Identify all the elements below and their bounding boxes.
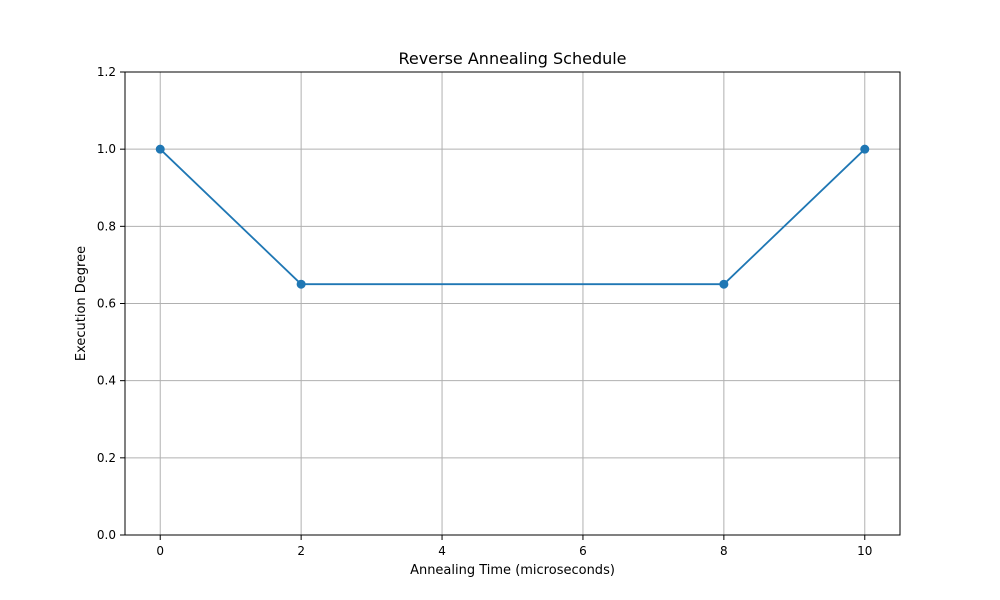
x-tick-label: 10	[857, 544, 872, 558]
y-tick-label: 1.2	[97, 65, 116, 79]
chart-title: Reverse Annealing Schedule	[398, 49, 626, 68]
data-point	[719, 279, 729, 289]
y-tick-label: 0.4	[97, 374, 116, 388]
data-point	[155, 144, 165, 154]
x-tick-label: 2	[297, 544, 305, 558]
data-point	[296, 279, 306, 289]
series-line	[159, 148, 866, 286]
x-tick-label: 8	[720, 544, 728, 558]
y-axis-label: Execution Degree	[74, 246, 89, 361]
series-layer	[155, 144, 870, 289]
y-tick-label: 0.2	[97, 451, 116, 465]
data-point	[860, 144, 870, 154]
y-tick-label: 1.0	[97, 142, 116, 156]
y-tick-label: 0.0	[97, 528, 116, 542]
y-tick-label: 0.6	[97, 297, 116, 311]
y-axis-ticks: 0.0 0.2 0.4 0.6 0.8 1.0 1.2	[97, 65, 125, 542]
y-tick-label: 0.8	[97, 219, 116, 233]
x-tick-label: 6	[579, 544, 587, 558]
x-axis-ticks: 0 2 4 6 8 10	[156, 535, 872, 558]
x-axis-label: Annealing Time (microseconds)	[410, 563, 615, 578]
x-tick-label: 0	[156, 544, 164, 558]
x-tick-label: 4	[438, 544, 446, 558]
